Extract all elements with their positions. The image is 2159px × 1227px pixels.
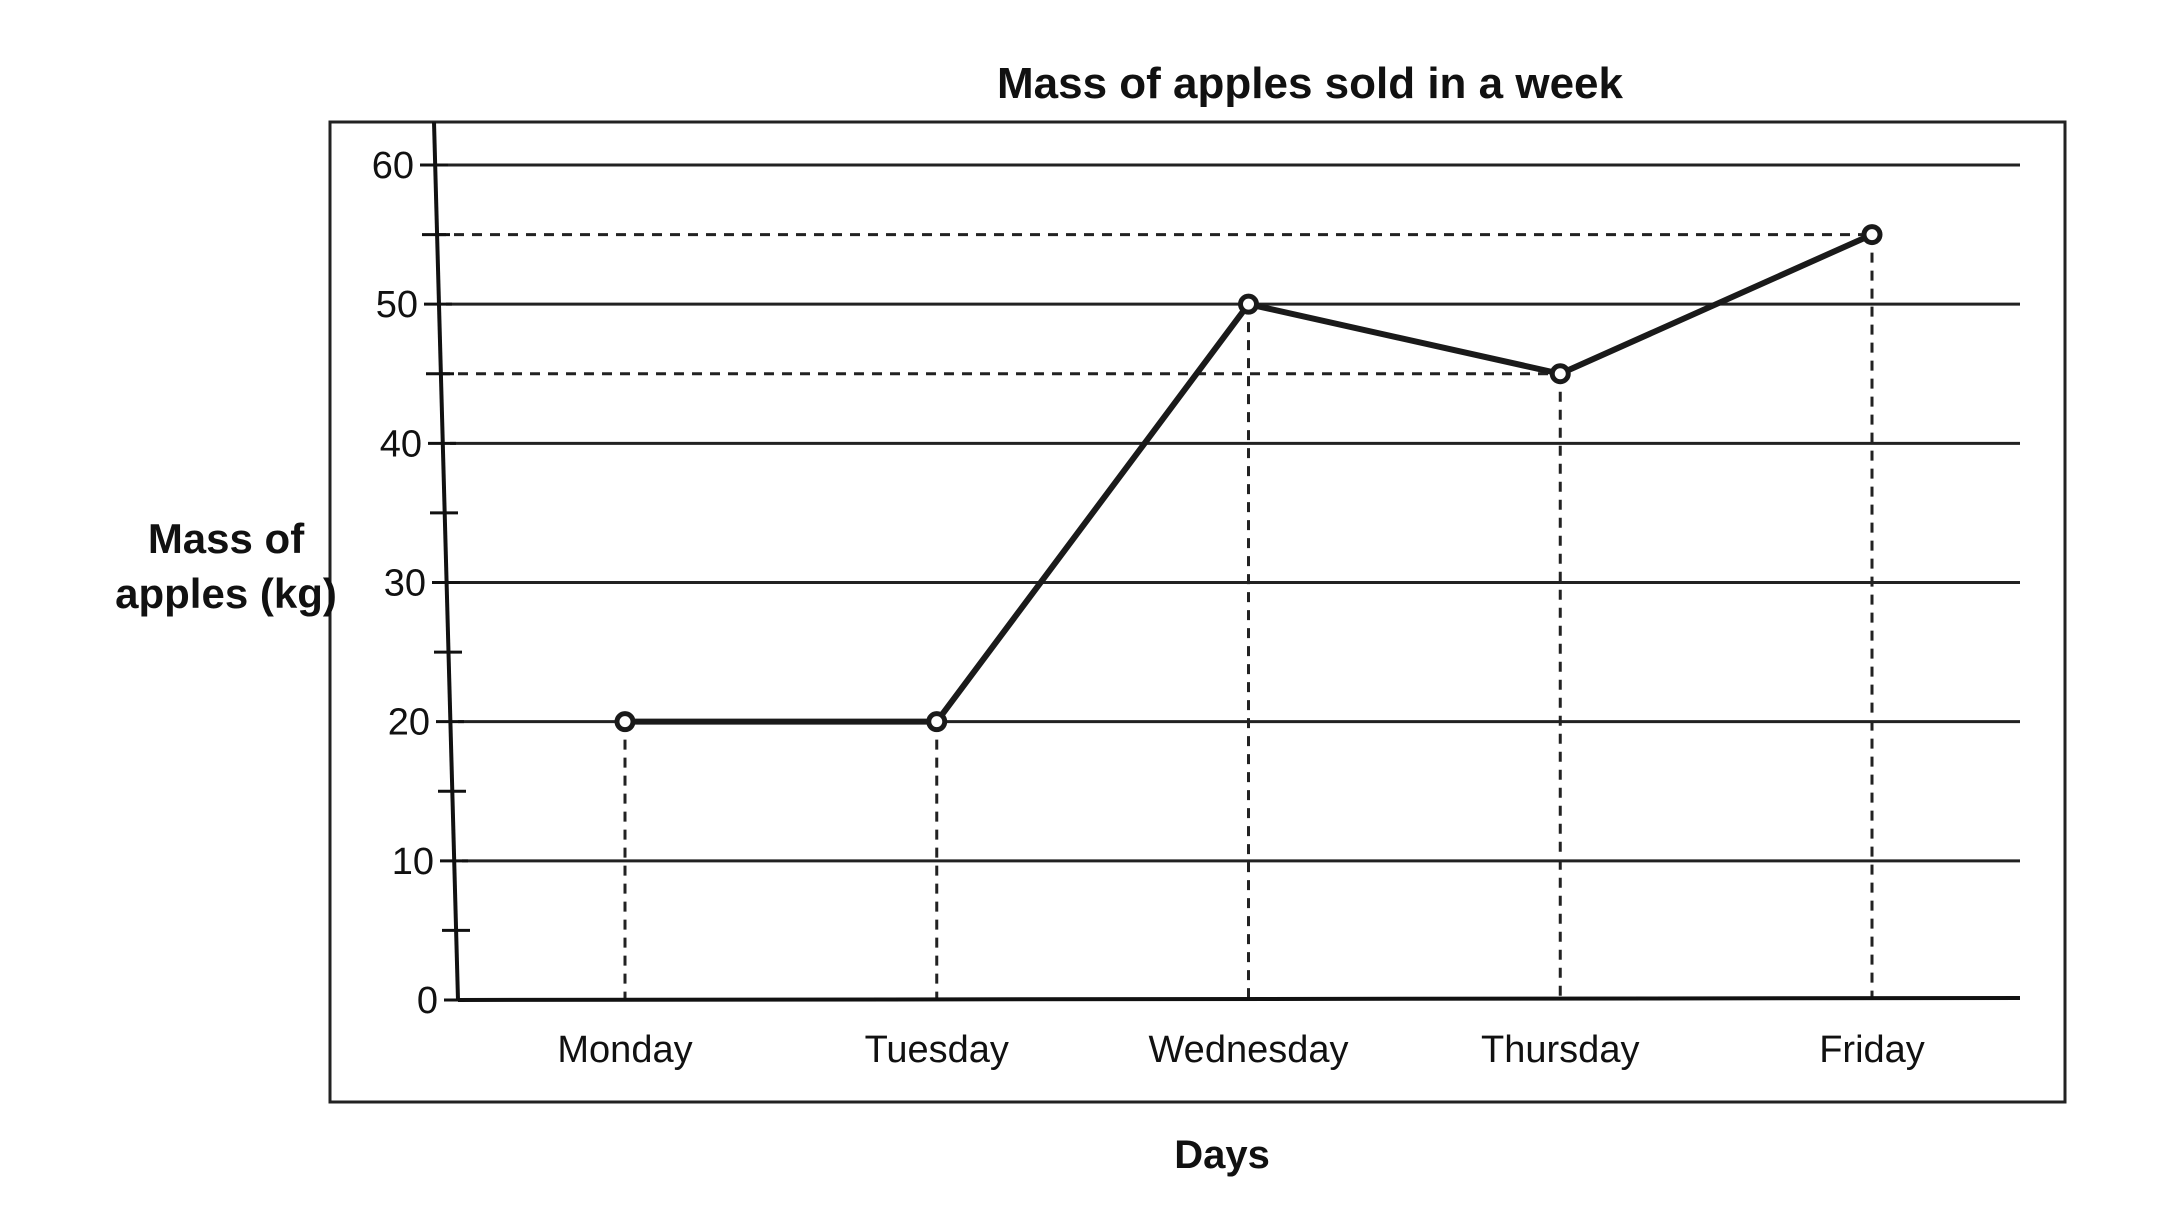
x-category-label: Thursday [1481,1029,1639,1071]
y-tick-label: 0 [417,980,438,1022]
y-tick-label: 10 [392,841,434,883]
data-point [1549,363,1571,385]
x-axis-line [457,996,2021,1002]
x-category-label: Wednesday [1149,1029,1349,1071]
y-tick-label: 60 [372,145,414,187]
x-axis-label: Days [1174,1133,1270,1177]
data-point [1238,293,1259,315]
data-point [614,711,636,733]
axes [432,121,2021,1002]
y-tick-label: 50 [376,284,418,326]
x-axis-categories: Monday Tuesday Wednesday Thursday Friday [557,1029,1924,1071]
y-tick-label: 30 [384,563,426,605]
chart-title: Mass of apples sold in a week [997,59,1624,108]
y-tick-label: 20 [388,702,430,744]
x-category-label: Tuesday [865,1029,1009,1071]
y-axis-label-line-2: apples (kg) [115,570,337,617]
x-category-label: Friday [1819,1029,1925,1071]
gridlines [442,163,2020,863]
data-point [1861,224,1883,246]
data-point [926,711,948,733]
data-series [614,224,1883,733]
chart-frame [328,120,2067,1104]
drop-lines [436,233,1874,1000]
y-axis-line [432,121,460,1001]
y-axis-ticks: 0 10 20 30 40 50 60 [372,145,472,1022]
x-category-label: Monday [557,1029,692,1071]
y-axis-label-line-1: Mass of [148,515,305,562]
y-tick-label: 40 [380,423,422,465]
